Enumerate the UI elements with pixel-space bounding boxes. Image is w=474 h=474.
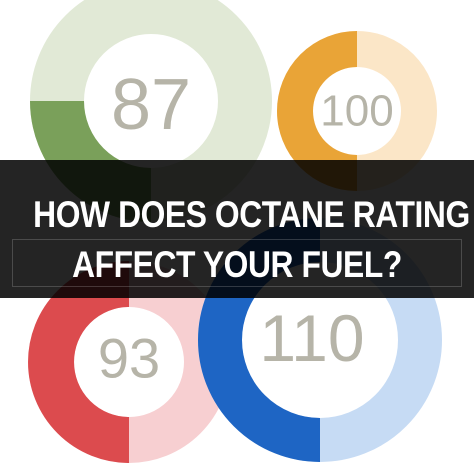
rating-93-label: 93 xyxy=(98,327,160,390)
headline-line-2: AFFECT YOUR FUEL? xyxy=(72,244,402,285)
headline-line-1: HOW DOES OCTANE RATING xyxy=(33,194,470,235)
headline-banner: HOW DOES OCTANE RATING AFFECT YOUR FUEL? xyxy=(0,160,474,298)
badge-100: 100 xyxy=(277,31,437,191)
badge-93: 93 xyxy=(28,261,230,463)
rating-110-label: 110 xyxy=(259,301,364,375)
rating-100-label: 100 xyxy=(320,87,393,136)
banner-frame xyxy=(12,239,462,287)
rating-87-label: 87 xyxy=(111,65,191,145)
